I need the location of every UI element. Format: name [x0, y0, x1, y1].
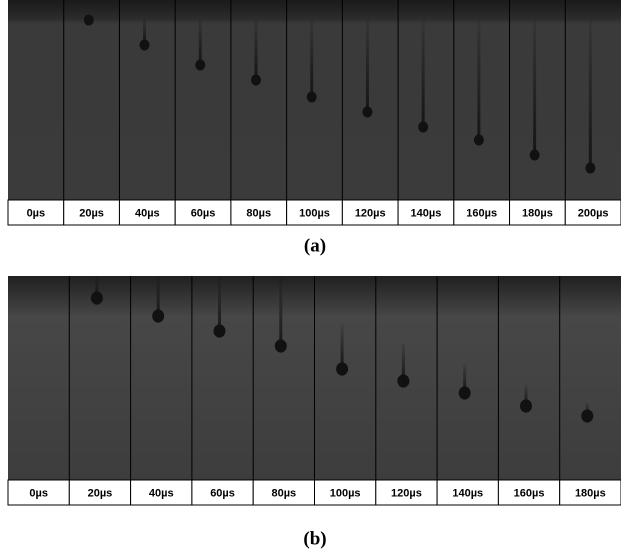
- figure: (a) (b) 0µs 20µs 40µs 60µs 80µs 100µs 120µs 140…: [0, 0, 621, 553]
- frame-label: 60µs: [210, 487, 235, 499]
- droplet-tail: [477, 18, 480, 140]
- frame-label: 100µs: [299, 207, 330, 219]
- frame-label: 160µs: [514, 487, 545, 499]
- droplet: [397, 374, 409, 387]
- caption: (b): [303, 528, 326, 549]
- frame-label: 40µs: [149, 487, 174, 499]
- droplet: [362, 107, 372, 118]
- droplet: [91, 291, 103, 304]
- droplet: [459, 386, 471, 399]
- frame-label: 0µs: [27, 207, 46, 219]
- frame-label: 120µs: [391, 487, 422, 499]
- frame-label: 0µs: [29, 487, 48, 499]
- frame-label: 160µs: [466, 207, 497, 219]
- frame-label: 80µs: [246, 207, 271, 219]
- droplet-tail: [199, 18, 202, 65]
- frame-label: 20µs: [88, 487, 113, 499]
- droplet-tail: [422, 18, 425, 127]
- droplet: [418, 122, 428, 133]
- droplet-tail: [254, 18, 257, 80]
- droplet: [213, 324, 225, 337]
- droplet: [520, 399, 532, 412]
- frame-label: 60µs: [191, 207, 216, 219]
- droplet: [152, 309, 164, 322]
- droplet-tail: [366, 18, 369, 112]
- caption: (a): [304, 235, 326, 256]
- frame-label: 120µs: [355, 207, 386, 219]
- droplet: [84, 15, 94, 26]
- droplet: [336, 362, 348, 375]
- droplet: [195, 60, 205, 71]
- droplet-tail: [533, 18, 536, 155]
- frame-label: 20µs: [79, 207, 104, 219]
- droplet: [474, 135, 484, 146]
- frame-label: 180µs: [522, 207, 553, 219]
- droplet-tail: [589, 18, 592, 168]
- droplet: [585, 163, 595, 174]
- frame-label: 40µs: [135, 207, 160, 219]
- frame-label: 140µs: [452, 487, 483, 499]
- droplet: [140, 40, 150, 51]
- droplet-tail: [218, 276, 221, 331]
- frame-label: 80µs: [271, 487, 296, 499]
- droplet: [530, 150, 540, 161]
- droplet: [581, 409, 593, 422]
- frame-label: 180µs: [575, 487, 606, 499]
- frame-label: 140µs: [411, 207, 442, 219]
- droplet: [307, 92, 317, 103]
- frame-label: 200µs: [578, 207, 609, 219]
- droplet-tail: [279, 276, 282, 346]
- frame-label: 100µs: [330, 487, 361, 499]
- droplet: [275, 339, 287, 352]
- droplet-tail: [310, 18, 313, 97]
- droplet: [251, 75, 261, 86]
- droplet-tail: [341, 324, 344, 369]
